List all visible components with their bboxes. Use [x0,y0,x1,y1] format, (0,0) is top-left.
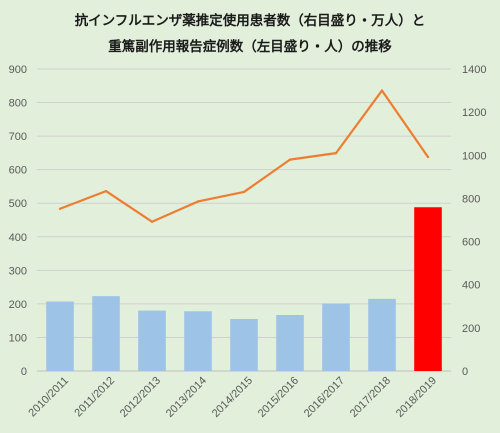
x-tick-label: 2011/2012 [72,375,117,420]
bar [230,318,258,371]
chart-title-line1: 抗インフルエンザ薬推定使用患者数（右目盛り・万人）と [74,13,426,29]
line-point [104,189,108,193]
line-series [59,89,429,223]
bar [46,301,74,371]
y-left-tick-label: 0 [21,366,27,378]
y-left-tick-label: 500 [9,198,27,210]
x-tick-label: 2010/2011 [26,375,71,420]
y-right-tick-label: 1400 [462,64,486,76]
x-tick-label: 2016/2017 [302,375,347,420]
y-right-tick-label: 400 [462,280,480,292]
y-left-tick-label: 100 [9,332,27,344]
line-point [426,155,430,159]
line-point [242,190,246,194]
x-tick-label: 2014/2015 [210,375,255,420]
line-point [196,200,200,203]
y-left-tick-label: 700 [9,131,27,143]
bar [184,311,212,371]
y-right-tick-label: 0 [462,366,468,378]
bar [322,303,350,371]
y-right-tick-label: 1200 [462,107,486,119]
y-left-tick-label: 300 [9,265,27,277]
y-right-tick-label: 800 [462,193,480,205]
x-tick-label: 2017/2018 [348,375,393,420]
y-right-tick-label: 600 [462,237,480,249]
line-point [288,158,292,161]
x-tick-label: 2013/2014 [164,375,209,420]
bar [276,314,304,371]
chart-title-line2: 重篤副作用報告症例数（左目盛り・人）の推移 [108,39,392,55]
bar [368,298,396,371]
y-left-tick-label: 600 [9,165,27,177]
line-point [380,89,384,92]
x-tick-label: 2015/2016 [256,375,301,420]
y-right-tick-label: 200 [462,323,480,335]
y-right-tick-label: 1000 [462,150,486,162]
y-left-tick-label: 400 [9,232,27,244]
x-tick-label: 2018/2019 [394,375,439,420]
y-left-tick-label: 900 [9,64,27,76]
line-point [58,207,62,210]
y-left-tick-label: 800 [9,98,27,110]
bar [138,310,166,371]
bar [414,207,442,371]
line-point [150,220,154,223]
x-tick-label: 2012/2013 [118,375,163,420]
bar [92,296,120,371]
y-left-tick-label: 200 [9,299,27,311]
line-point [334,151,338,155]
